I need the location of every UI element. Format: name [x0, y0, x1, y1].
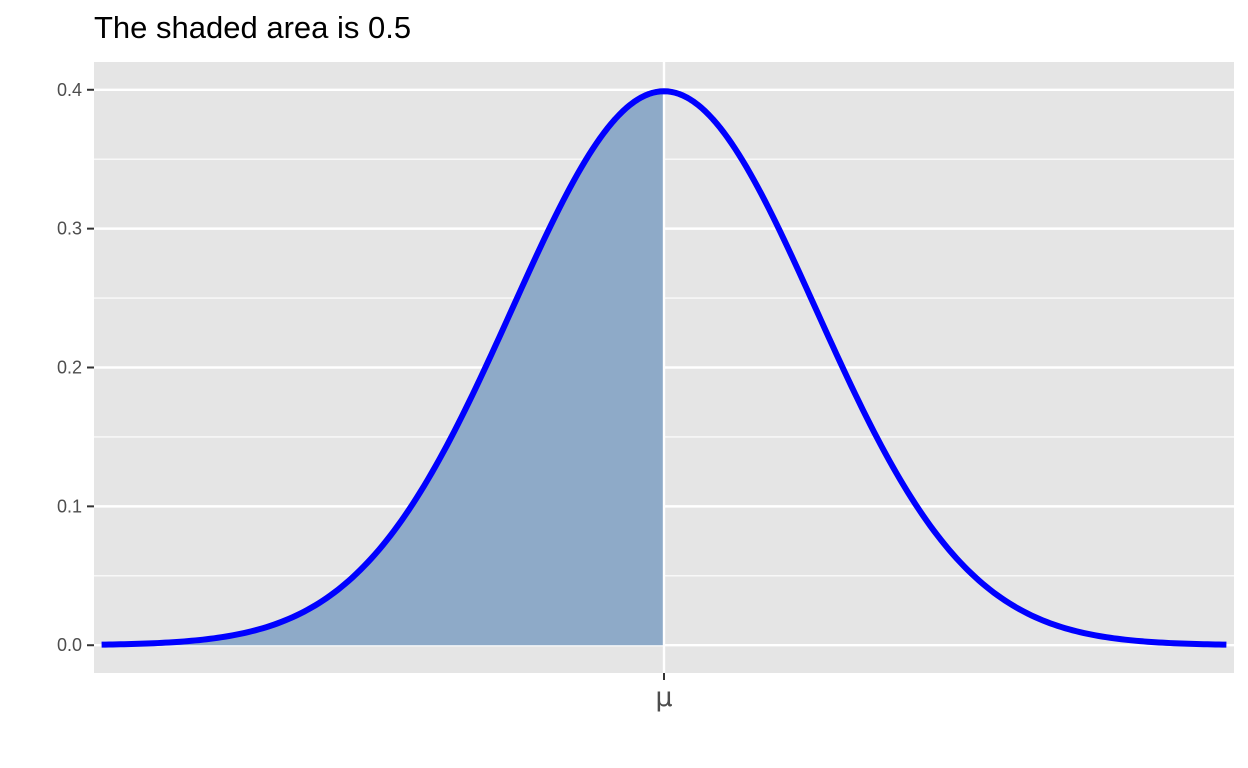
y-tick-label: 0.4	[57, 80, 82, 100]
x-tick-label: μ	[655, 682, 672, 713]
shaded-area	[101, 91, 665, 646]
density-curve	[101, 88, 1227, 648]
x-axis: μ	[655, 673, 673, 713]
y-tick-label: 0.2	[57, 358, 82, 378]
chart-title: The shaded area is 0.5	[94, 10, 412, 45]
y-tick-label: 0.0	[57, 635, 82, 655]
y-axis: 0.0 0.1 0.2 0.3 0.4	[57, 80, 94, 655]
y-tick-label: 0.3	[57, 219, 82, 239]
y-tick-label: 0.1	[57, 496, 82, 516]
